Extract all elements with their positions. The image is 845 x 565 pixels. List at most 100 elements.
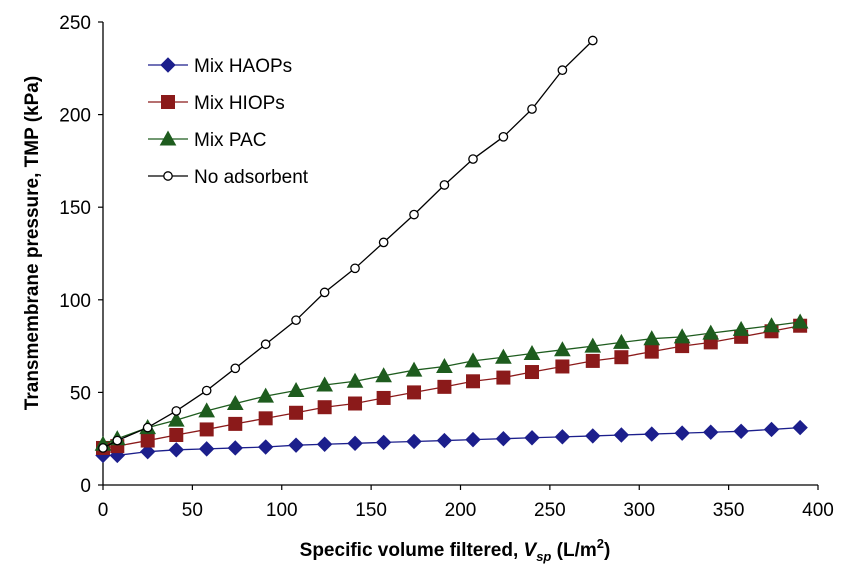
data-point (613, 427, 630, 443)
y-tick-label: 0 (80, 476, 91, 497)
data-point (376, 390, 391, 405)
data-point (346, 372, 364, 388)
legend-marker (159, 130, 177, 146)
data-point (523, 344, 541, 361)
data-point (436, 357, 453, 373)
data-point (227, 440, 243, 456)
data-point (557, 65, 568, 76)
data-point (407, 385, 422, 400)
x-axis-title-close: ) (604, 540, 610, 561)
data-point (258, 411, 273, 426)
data-point (405, 361, 423, 377)
data-point (464, 352, 482, 368)
y-axis-title: Transmembrane pressure, TMP (kPa) (22, 76, 43, 410)
y-tick-label: 50 (70, 383, 91, 404)
x-tick-label: 400 (802, 500, 834, 521)
data-point (409, 209, 419, 220)
data-point (319, 287, 330, 298)
data-point (732, 320, 750, 336)
data-point (466, 374, 481, 389)
data-point (167, 411, 185, 427)
data-point (260, 339, 271, 350)
data-point (527, 104, 537, 114)
data-point (437, 379, 452, 394)
data-point (674, 425, 690, 441)
data-point (495, 430, 512, 447)
x-axis-title-unit: (L/m (557, 540, 597, 561)
data-point (257, 439, 274, 455)
legend-marker (161, 95, 175, 109)
data-point (142, 422, 153, 433)
y-tick-label: 200 (59, 106, 91, 127)
data-point (613, 333, 630, 349)
data-point (733, 423, 749, 439)
data-point (201, 385, 212, 396)
data-point (317, 400, 332, 415)
data-point (287, 382, 305, 398)
data-point (496, 370, 511, 385)
x-tick-label: 300 (623, 500, 655, 521)
data-point (347, 435, 363, 452)
legend-item-mix-hiops: Mix HIOPs (148, 93, 285, 114)
data-point (644, 344, 659, 359)
data-point (112, 435, 123, 446)
y-tick-label: 250 (59, 13, 91, 34)
legend-label: Mix HAOPs (194, 56, 292, 77)
data-point (350, 263, 360, 274)
data-point (375, 434, 392, 451)
data-point (702, 324, 720, 340)
data-point (673, 328, 691, 344)
data-point (585, 428, 601, 444)
data-point (289, 405, 304, 420)
data-point (465, 431, 481, 448)
data-point (644, 426, 660, 442)
x-tick-label: 150 (355, 500, 387, 521)
data-point (228, 416, 243, 431)
data-point (555, 359, 570, 374)
data-point (288, 437, 304, 453)
data-point (169, 427, 184, 442)
x-axis-title-subscript: sp (536, 549, 551, 564)
legend-label: Mix HIOPs (194, 93, 285, 114)
data-point (406, 433, 422, 450)
data-point (791, 313, 809, 329)
data-point (587, 35, 598, 46)
data-point (439, 180, 450, 190)
series-no-adsorbent (98, 35, 598, 453)
x-tick-label: 250 (534, 500, 566, 521)
data-point (378, 237, 389, 248)
x-axis-title-superscript: 2 (597, 536, 604, 551)
data-point (643, 330, 661, 346)
legend-label: No adsorbent (194, 167, 309, 188)
x-tick-label: 200 (445, 500, 477, 521)
legend-item-no-adsorbent: No adsorbent (148, 167, 309, 188)
legend-item-mix-pac: Mix PAC (148, 130, 266, 151)
data-point (257, 387, 275, 403)
x-axis-title-text: Specific volume filtered, (300, 540, 519, 561)
data-point (524, 430, 540, 446)
legend-marker (163, 171, 173, 181)
data-point (763, 421, 780, 438)
legend-marker (160, 57, 176, 73)
data-point (554, 341, 571, 357)
data-point (98, 443, 108, 453)
y-tick-label: 100 (59, 291, 91, 312)
y-tick-label: 150 (59, 198, 91, 219)
data-point (375, 367, 392, 383)
data-point (584, 337, 602, 353)
data-point (226, 394, 244, 411)
data-point (168, 442, 184, 458)
data-point (140, 433, 155, 448)
x-axis-title: Specific volume filtered, Vsp (L/m2) (300, 536, 611, 564)
data-point (763, 317, 780, 333)
x-tick-label: 50 (182, 500, 203, 521)
x-tick-label: 350 (713, 500, 745, 521)
series-mix-pac (94, 313, 809, 451)
data-point (792, 419, 808, 436)
data-point (139, 443, 156, 460)
data-point (554, 429, 571, 445)
legend: Mix HAOPs Mix HIOPs Mix PAC No adsorbent (148, 56, 309, 188)
data-point (171, 406, 182, 416)
x-tick-label: 0 (98, 500, 109, 521)
